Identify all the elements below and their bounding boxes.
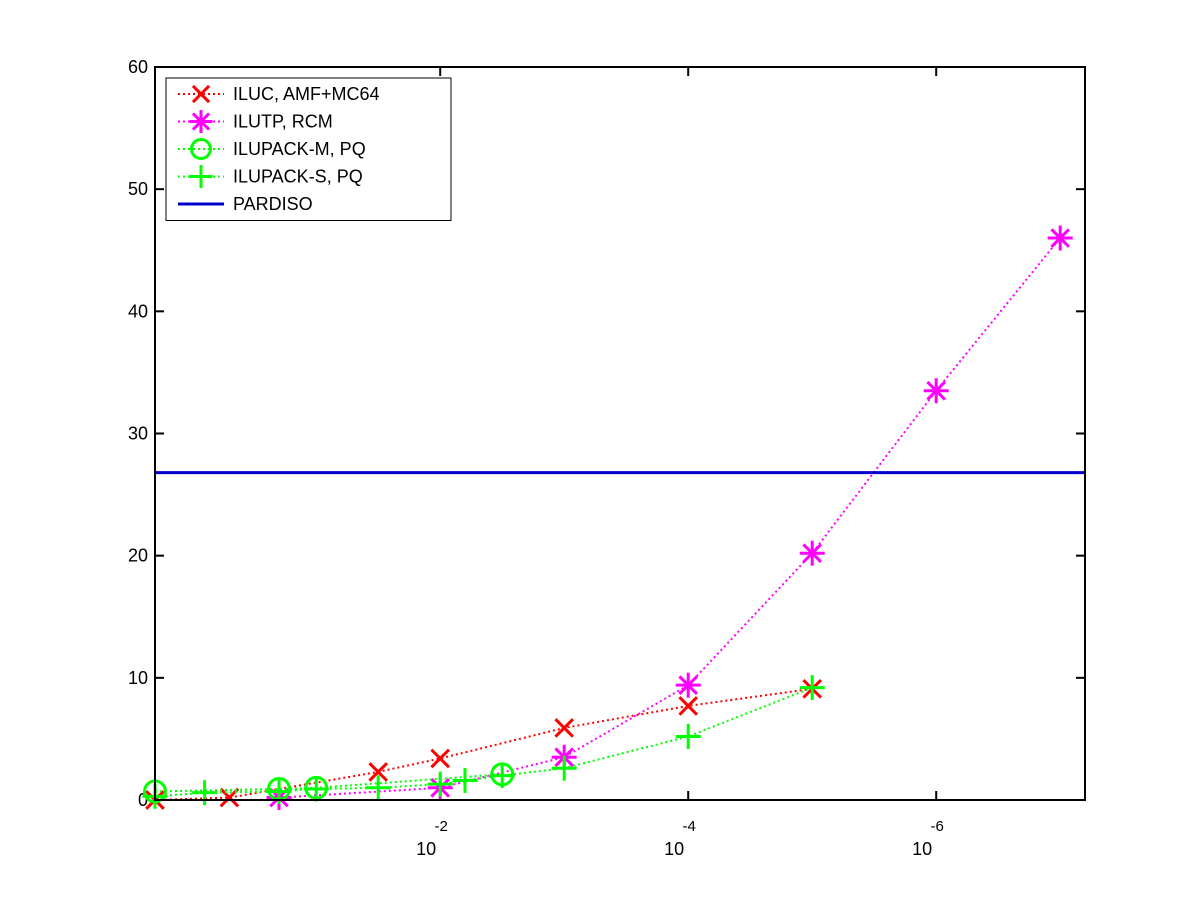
legend-label: ILUPACK-M, PQ — [233, 139, 366, 159]
y-tick-label: 10 — [128, 668, 148, 688]
y-tick-label: 30 — [128, 424, 148, 444]
data-point — [219, 787, 240, 808]
legend-label: ILUPACK-S, PQ — [233, 167, 363, 187]
y-tick-label: 20 — [128, 546, 148, 566]
data-point — [923, 378, 949, 404]
data-point — [678, 696, 699, 716]
y-tick-label: 0 — [138, 790, 148, 810]
y-tick-label: 50 — [128, 179, 148, 199]
y-tick-label: 40 — [128, 301, 148, 321]
x-tick-label-base: 10 — [664, 839, 684, 859]
data-point — [368, 762, 389, 782]
legend-label: ILUTP, RCM — [233, 112, 333, 132]
data-point — [365, 775, 391, 801]
legend-entry: ILUPACK-M, PQ — [178, 138, 366, 160]
data-point — [799, 540, 825, 566]
x-tick-label-exponent: -2 — [435, 818, 448, 835]
data-point — [554, 718, 575, 738]
x-tick-label-base: 10 — [912, 839, 932, 859]
data-point — [303, 776, 329, 802]
legend-swatch-marker — [190, 138, 212, 160]
data-point — [675, 723, 701, 749]
legend-entry: ILUPACK-S, PQ — [178, 165, 363, 188]
legend: ILUC, AMF+MC64 ILUTP, RCM ILUPACK-M, PQ ILU… — [165, 77, 452, 221]
axis-ticks: 0 10 20 30 40 50 60 10 -2 10 -4 10 -6 — [128, 57, 1085, 859]
data-point — [1047, 225, 1073, 251]
x-tick-label-base: 10 — [416, 839, 436, 859]
legend-swatch-marker — [189, 110, 213, 133]
data-point — [675, 672, 701, 698]
x-tick-label-exponent: -6 — [931, 818, 944, 835]
legend-entry: PARDISO — [178, 194, 313, 214]
data-point — [266, 778, 292, 804]
plot-frame — [154, 66, 1086, 801]
legend-swatch-marker — [189, 165, 213, 188]
x-tick-label-exponent: -4 — [683, 818, 696, 835]
legend-label: PARDISO — [233, 194, 313, 214]
data-point — [452, 767, 478, 793]
data-point — [551, 755, 577, 781]
data-point — [489, 763, 515, 789]
legend-label: ILUC, AMF+MC64 — [233, 84, 380, 104]
y-tick-label: 60 — [128, 57, 148, 77]
data-point — [430, 748, 451, 769]
legend-swatch-marker — [191, 84, 211, 104]
data-point — [799, 675, 825, 701]
legend-entry: ILUTP, RCM — [178, 110, 333, 133]
legend-entry: ILUC, AMF+MC64 — [178, 84, 380, 104]
data-point — [427, 771, 453, 797]
